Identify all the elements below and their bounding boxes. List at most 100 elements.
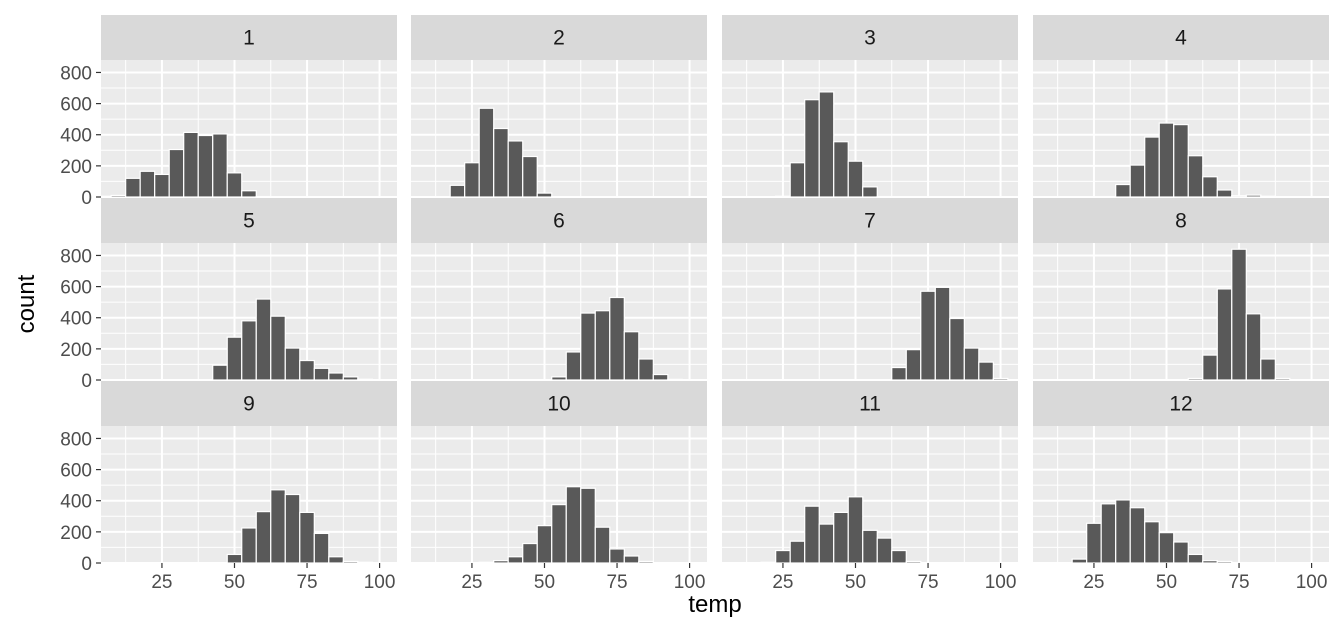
histogram-bar bbox=[226, 172, 243, 198]
histogram-bar bbox=[963, 347, 980, 381]
panel-background bbox=[722, 60, 1018, 197]
x-tick-label: 25 bbox=[151, 572, 172, 593]
histogram-bar bbox=[594, 526, 611, 564]
histogram-bar bbox=[255, 511, 272, 564]
facet-panel: 10 25 50 75 100 bbox=[411, 381, 707, 593]
histogram-bar bbox=[594, 310, 611, 381]
histogram-bar bbox=[284, 347, 301, 381]
facet-strip bbox=[722, 198, 1018, 243]
histogram-bar bbox=[168, 148, 185, 198]
histogram-bar bbox=[623, 555, 640, 564]
histogram-bar bbox=[139, 170, 156, 198]
y-tick-label: 600 bbox=[60, 278, 92, 299]
facet-panel: 9 0 200 400 600 800 25 50 75 100 bbox=[60, 381, 397, 593]
facet-strip-label: 10 bbox=[547, 393, 570, 416]
histogram-bar bbox=[551, 504, 567, 564]
histogram-bar bbox=[609, 548, 625, 564]
histogram-bar bbox=[789, 540, 806, 564]
facet-strip-label: 11 bbox=[859, 393, 881, 416]
histogram-bar bbox=[609, 296, 625, 381]
histogram-bar bbox=[1245, 194, 1262, 198]
histogram-bar bbox=[1202, 560, 1218, 564]
x-tick-label: 50 bbox=[845, 572, 866, 593]
facet-strip bbox=[722, 15, 1018, 60]
histogram-bar bbox=[862, 529, 878, 564]
facet-strip bbox=[1033, 381, 1329, 426]
facet-strip-label: 7 bbox=[864, 210, 876, 233]
y-tick-label: 400 bbox=[60, 492, 92, 513]
x-tick-label: 100 bbox=[985, 572, 1017, 593]
histogram-bar bbox=[652, 373, 669, 381]
histogram-bar bbox=[241, 190, 257, 198]
histogram-bar bbox=[1158, 122, 1175, 198]
histogram-bar bbox=[833, 511, 849, 564]
x-tick-label: 50 bbox=[534, 572, 555, 593]
x-tick-label: 100 bbox=[674, 572, 706, 593]
histogram-bar bbox=[1129, 507, 1146, 564]
facet-strip bbox=[722, 381, 1018, 426]
facet-panel: 4 bbox=[1033, 15, 1329, 198]
histogram-bar bbox=[342, 376, 359, 381]
x-tick-label: 100 bbox=[364, 572, 396, 593]
histogram-bar bbox=[241, 527, 257, 564]
histogram-bar bbox=[905, 560, 922, 564]
histogram-bar bbox=[1216, 288, 1233, 381]
y-tick-label: 200 bbox=[60, 157, 92, 178]
histogram-bar bbox=[1086, 522, 1102, 564]
histogram-bar bbox=[110, 194, 127, 198]
histogram-bar bbox=[760, 561, 777, 564]
histogram-bar bbox=[1115, 499, 1131, 564]
histogram-bar bbox=[1231, 195, 1247, 198]
y-tick-label: 0 bbox=[81, 371, 92, 392]
histogram-bar bbox=[212, 364, 228, 381]
histogram-bar bbox=[847, 496, 864, 564]
y-tick-label: 0 bbox=[81, 554, 92, 575]
histogram-bar bbox=[934, 286, 951, 381]
histogram-bar bbox=[197, 134, 214, 198]
histogram-bar bbox=[328, 372, 344, 381]
histogram-bar bbox=[1100, 503, 1117, 564]
histogram-bar bbox=[1260, 358, 1276, 381]
histogram-bar bbox=[522, 155, 538, 198]
x-axis-title: temp bbox=[688, 591, 741, 618]
facet-strip bbox=[101, 381, 397, 426]
histogram-bar bbox=[125, 177, 141, 198]
histogram-bar bbox=[299, 511, 315, 564]
x-tick-label: 75 bbox=[917, 572, 938, 593]
panel-background bbox=[411, 243, 707, 380]
histogram-bar bbox=[328, 556, 344, 564]
panel-background bbox=[1033, 243, 1329, 380]
facet-panel: 5 0 200 400 600 800 bbox=[60, 198, 397, 392]
histogram-bar bbox=[507, 556, 524, 564]
histogram-bar bbox=[1173, 124, 1189, 198]
histogram-bar bbox=[493, 560, 509, 564]
facet-strip bbox=[101, 198, 397, 243]
facet-strip-label: 1 bbox=[243, 27, 255, 50]
histogram-bar bbox=[449, 184, 466, 198]
histogram-bar bbox=[357, 378, 373, 381]
histogram-bar bbox=[522, 542, 538, 564]
histogram-bar bbox=[313, 532, 330, 564]
histogram-bar bbox=[1144, 521, 1160, 564]
histogram-bar bbox=[775, 549, 791, 564]
facet-panel: 12 25 50 75 100 bbox=[1033, 381, 1329, 593]
y-tick-label: 400 bbox=[60, 309, 92, 330]
x-tick-label: 50 bbox=[1156, 572, 1177, 593]
histogram-bar bbox=[992, 377, 1009, 381]
histogram-bar bbox=[818, 91, 835, 198]
histogram-bar bbox=[1187, 553, 1204, 564]
histogram-bar bbox=[775, 195, 791, 198]
histogram-bar bbox=[212, 133, 228, 198]
histogram-bar bbox=[536, 525, 553, 564]
histogram-bar bbox=[1173, 541, 1189, 564]
facet-strip-label: 6 bbox=[553, 210, 565, 233]
facet-strip-label: 3 bbox=[864, 27, 876, 50]
y-tick-label: 200 bbox=[60, 340, 92, 361]
y-tick-label: 600 bbox=[60, 461, 92, 482]
histogram-bar bbox=[580, 487, 596, 564]
histogram-bar bbox=[818, 523, 835, 564]
histogram-bar bbox=[536, 192, 553, 198]
histogram-bar bbox=[183, 131, 199, 198]
y-tick-label: 600 bbox=[60, 95, 92, 116]
y-tick-label: 800 bbox=[60, 429, 92, 450]
